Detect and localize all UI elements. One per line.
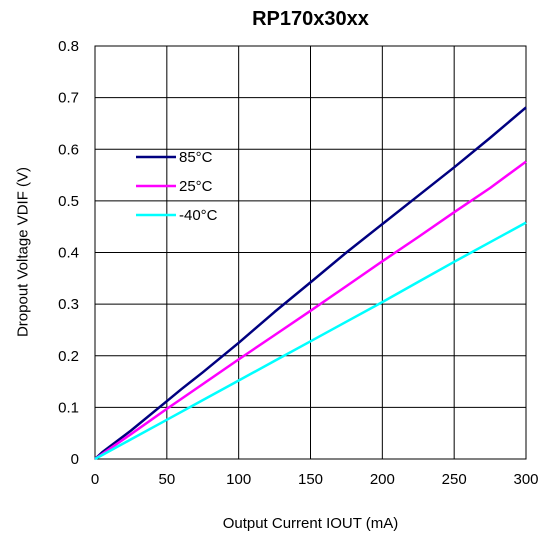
x-tick-label: 150 bbox=[298, 471, 323, 488]
series-line-1 bbox=[94, 106, 527, 460]
y-tick-label: 0 bbox=[71, 451, 79, 468]
y-tick-label: 0.2 bbox=[58, 348, 79, 365]
chart-title: RP170x30xx bbox=[252, 8, 369, 30]
y-tick-label: 0.3 bbox=[58, 296, 79, 313]
plot-frame bbox=[94, 45, 527, 460]
y-tick-label: 0.8 bbox=[58, 38, 79, 55]
x-tick-label: 300 bbox=[513, 471, 538, 488]
x-tick-label: 250 bbox=[442, 471, 467, 488]
x-tick-label: 200 bbox=[370, 471, 395, 488]
y-tick-label: 0.6 bbox=[58, 141, 79, 158]
y-axis-label: Dropout Voltage VDIF (V) bbox=[14, 166, 32, 338]
legend-label: -40°C bbox=[179, 207, 218, 224]
legend-label: 85°C bbox=[179, 149, 213, 166]
x-axis-label: Output Current IOUT (mA) bbox=[222, 515, 399, 532]
y-tick-label: 0.1 bbox=[58, 399, 79, 416]
legend-label: 25°C bbox=[179, 178, 213, 195]
y-tick-label: 0.7 bbox=[58, 90, 79, 107]
y-tick-label: 0.5 bbox=[58, 193, 79, 210]
series-line-2 bbox=[94, 160, 527, 461]
x-tick-label: 50 bbox=[158, 471, 175, 488]
y-tick-label: 0.4 bbox=[58, 245, 79, 262]
series-line-3 bbox=[94, 221, 527, 461]
x-tick-label: 100 bbox=[226, 471, 251, 488]
x-tick-label: 0 bbox=[91, 471, 99, 488]
